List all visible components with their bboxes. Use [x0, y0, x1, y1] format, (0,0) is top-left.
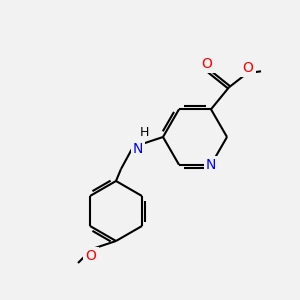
- Text: O: O: [243, 61, 254, 75]
- Text: N: N: [206, 158, 216, 172]
- Text: O: O: [85, 249, 96, 263]
- Text: N: N: [133, 142, 143, 156]
- Text: H: H: [139, 125, 149, 139]
- Text: O: O: [202, 57, 212, 71]
